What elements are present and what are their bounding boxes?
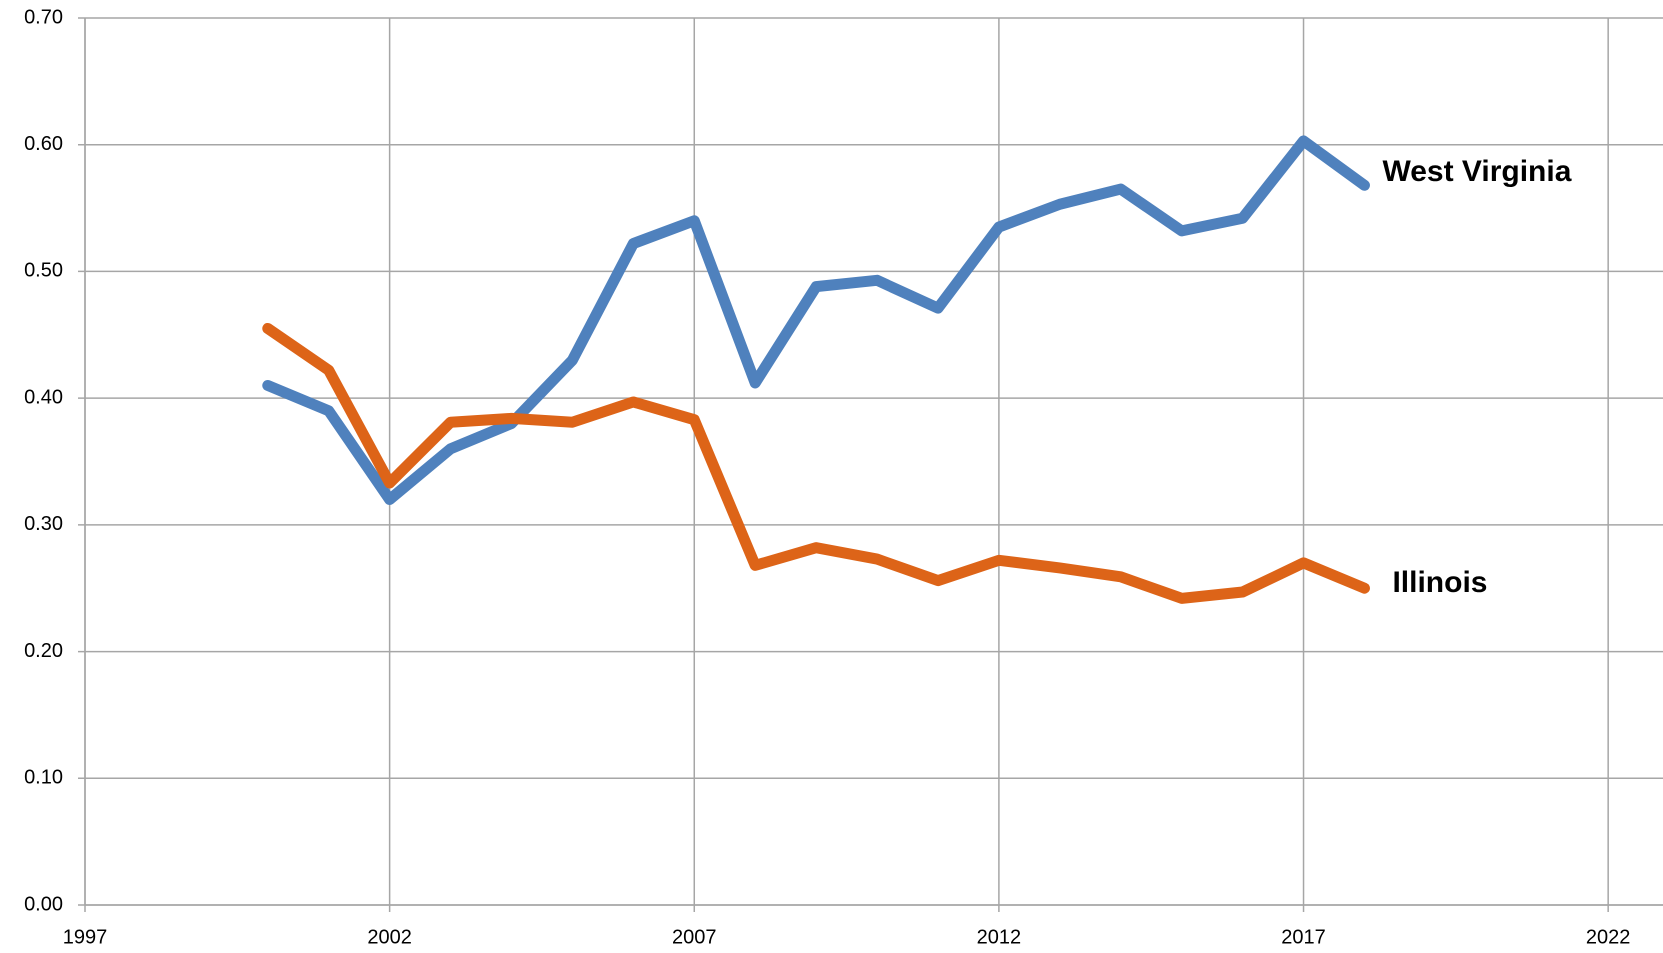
x-tick-label: 2017 xyxy=(1281,926,1326,948)
x-tick-label: 2002 xyxy=(367,926,412,948)
x-tick-label: 2007 xyxy=(672,926,717,948)
series-line xyxy=(262,322,1370,604)
series-label: West Virginia xyxy=(1382,155,1571,188)
x-tick-label: 2012 xyxy=(977,926,1022,948)
y-tick-label: 0.20 xyxy=(24,640,63,662)
series-label: Illinois xyxy=(1392,566,1487,599)
x-tick-label: 1997 xyxy=(63,926,108,948)
y-tick-label: 0.40 xyxy=(24,386,63,408)
y-tick-label: 0.60 xyxy=(24,133,63,155)
series-line xyxy=(262,135,1370,506)
y-tick-label: 0.50 xyxy=(24,260,63,282)
y-tick-label: 0.10 xyxy=(24,767,63,789)
y-tick-label: 0.70 xyxy=(24,6,63,28)
y-tick-label: 0.00 xyxy=(24,893,63,915)
y-tick-label: 0.30 xyxy=(24,513,63,535)
x-tick-label: 2022 xyxy=(1586,926,1631,948)
